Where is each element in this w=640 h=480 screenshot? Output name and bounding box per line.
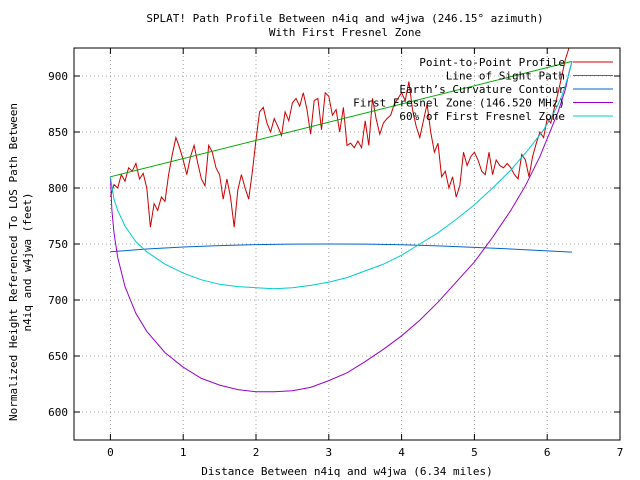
series-line-5: [109, 61, 573, 290]
x-tick-label: 6: [544, 446, 551, 459]
x-tick-label: 1: [180, 446, 187, 459]
series-line-2: [110, 60, 573, 178]
legend-label: Point-to-Point Profile: [419, 56, 565, 69]
plot-frame: [73, 47, 621, 441]
y-tick-label: 700: [48, 294, 68, 307]
y-tick-label: 750: [48, 238, 68, 251]
legend-label: First Fresnel Zone (146.520 MHz): [353, 97, 565, 110]
legend-label: 60% of First Fresnel Zone: [399, 110, 565, 123]
series-line-1: [109, 47, 570, 228]
x-tick-label: 7: [617, 446, 624, 459]
x-tick-label: 0: [107, 446, 114, 459]
x-tick-label: 2: [253, 446, 260, 459]
y-axis-label-line2: n4iq and w4jwa (feet): [21, 192, 34, 331]
x-tick-label: 3: [325, 446, 332, 459]
series-lines: [109, 47, 573, 393]
legend-label: Line of Sight Path: [446, 70, 565, 83]
y-tick-label: 900: [48, 70, 68, 83]
x-tick-label: 5: [471, 446, 478, 459]
series-line-4: [109, 61, 573, 393]
chart-subtitle: With First Fresnel Zone: [269, 26, 421, 39]
y-tick-label: 800: [48, 182, 68, 195]
chart-title: SPLAT! Path Profile Between n4iq and w4j…: [146, 12, 543, 25]
y-tick-label: 600: [48, 406, 68, 419]
x-axis-label: Distance Between n4iq and w4jwa (6.34 mi…: [201, 465, 492, 478]
y-axis-label-line1: Normalized Height Referenced To LOS Path…: [7, 103, 20, 421]
legend-label: Earth’s Curvature Contour: [399, 83, 565, 96]
x-tick-label: 4: [398, 446, 405, 459]
y-tick-label: 850: [48, 126, 68, 139]
y-tick-label: 650: [48, 350, 68, 363]
series-line-3: [110, 243, 573, 253]
